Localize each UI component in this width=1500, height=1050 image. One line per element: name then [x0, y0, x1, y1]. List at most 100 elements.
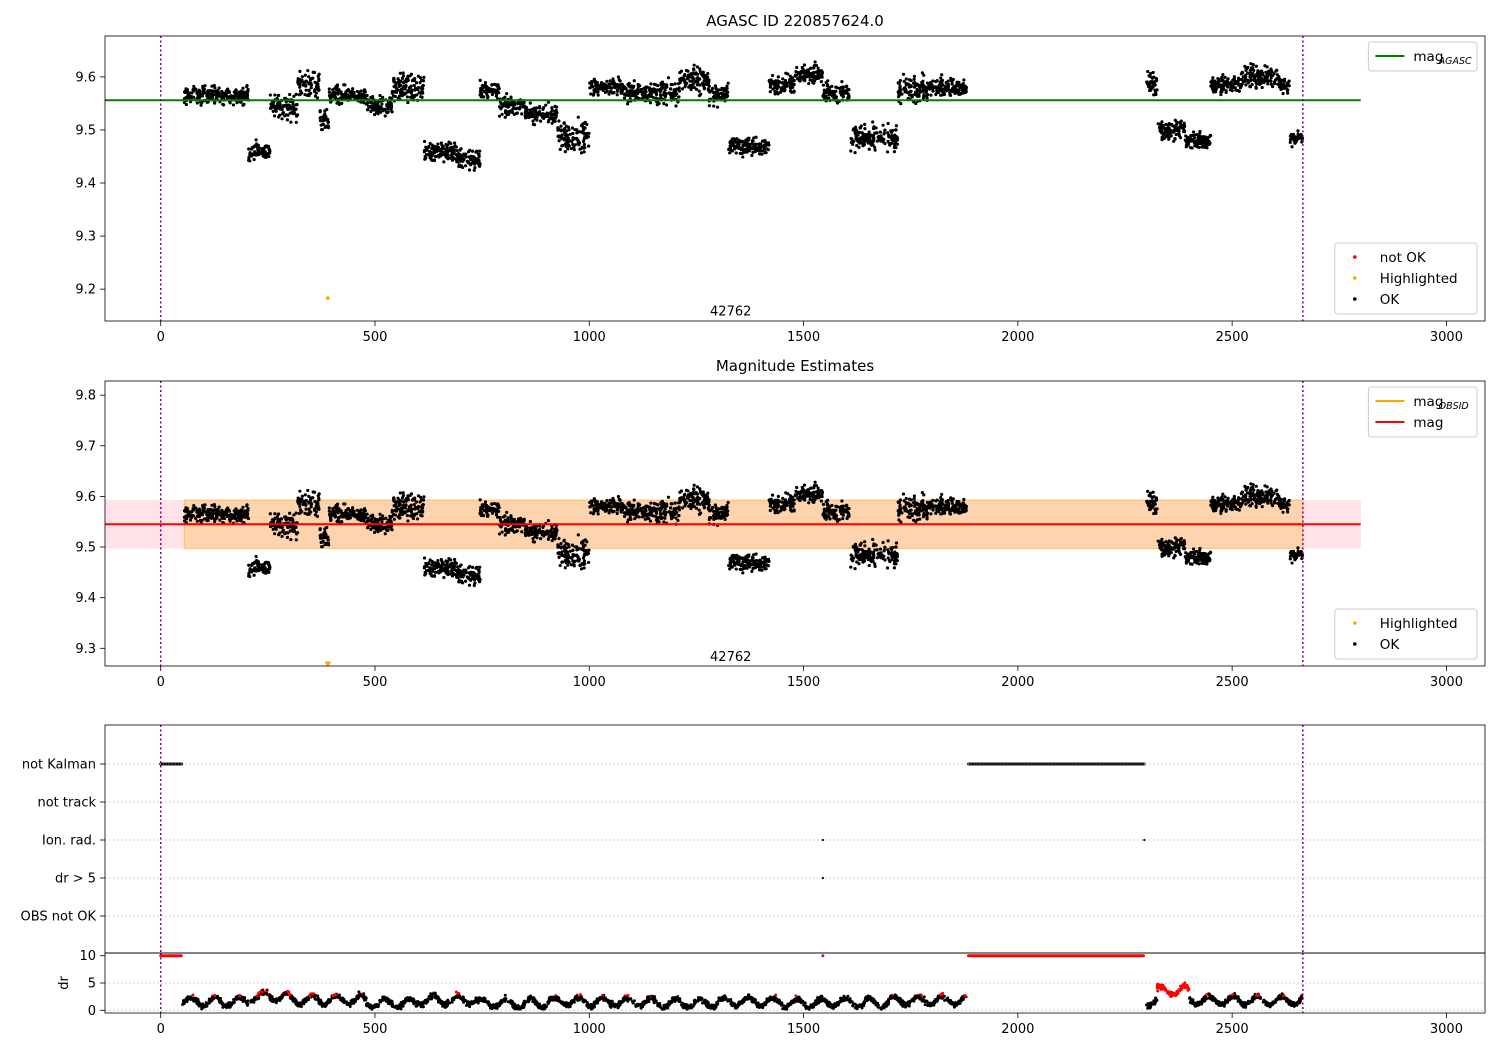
ok-point	[408, 74, 412, 78]
ok-point	[276, 93, 280, 98]
ok-point	[453, 560, 457, 564]
ok-point	[228, 101, 232, 105]
ok-point	[563, 150, 567, 154]
ok-point	[898, 86, 902, 90]
ok-point	[186, 92, 190, 96]
ok-point	[1251, 62, 1255, 67]
ok-point	[278, 520, 282, 524]
ok-point	[289, 120, 293, 124]
ok-point	[436, 558, 440, 563]
ok-point	[682, 78, 687, 82]
ok-point	[551, 119, 556, 123]
ok-point	[286, 113, 290, 117]
ok-point	[469, 157, 473, 161]
ok-point	[665, 83, 669, 87]
ok-point	[575, 553, 579, 558]
ok-point	[478, 78, 482, 83]
ok-point	[1250, 82, 1254, 87]
ok-point	[197, 511, 201, 515]
ok-point	[295, 113, 300, 117]
ok-point	[294, 120, 298, 124]
ok-point	[346, 88, 351, 92]
ok-point	[429, 158, 433, 162]
ok-point	[241, 86, 245, 90]
ok-point	[327, 509, 331, 513]
ok-point	[297, 511, 301, 516]
ok-point	[857, 130, 862, 135]
ok-point	[673, 89, 677, 94]
ok-point	[788, 85, 793, 89]
ok-point	[209, 93, 214, 97]
ok-point	[925, 81, 930, 85]
ok-point	[445, 571, 450, 575]
ok-point	[334, 91, 338, 95]
ok-point	[592, 90, 596, 94]
ok-point	[863, 127, 867, 131]
ok-point	[342, 83, 346, 87]
ok-point	[410, 512, 414, 516]
ok-point	[1187, 137, 1192, 141]
ok-point	[376, 527, 381, 531]
ok-point	[1241, 75, 1245, 79]
ok-point	[401, 491, 405, 495]
ok-point	[405, 509, 410, 513]
ok-point	[1153, 83, 1157, 87]
ok-point	[505, 519, 509, 523]
ok-point	[894, 124, 899, 128]
ok-point	[835, 86, 839, 90]
ok-point	[1159, 130, 1163, 134]
ok-point	[300, 75, 304, 79]
ok-point	[607, 501, 611, 505]
ok-point	[1234, 88, 1238, 92]
ok-point	[808, 78, 812, 82]
ok-point	[885, 150, 890, 154]
ok-point	[300, 494, 304, 498]
ok-point	[741, 155, 745, 159]
ok-point	[828, 85, 832, 89]
ok-point	[550, 108, 554, 112]
ok-point	[768, 85, 772, 89]
ok-point	[595, 86, 599, 90]
ok-point	[918, 90, 923, 94]
ok-point	[875, 139, 879, 143]
ok-point	[413, 77, 417, 81]
ok-point	[392, 517, 397, 521]
ok-point	[421, 87, 425, 91]
ok-point	[571, 136, 575, 140]
ok-point	[1183, 138, 1187, 142]
ok-point	[1249, 78, 1253, 82]
ok-point	[533, 112, 537, 116]
ok-point	[806, 68, 810, 72]
ok-point	[466, 160, 470, 165]
ok-point	[272, 104, 276, 108]
ok-point	[895, 142, 899, 146]
ok-point	[600, 81, 604, 85]
ok-points	[182, 60, 1305, 172]
ok-point	[455, 149, 459, 153]
ok-point	[585, 122, 589, 127]
legend-dot-swatch	[1353, 297, 1357, 301]
ok-point	[340, 101, 344, 105]
ok-point	[596, 508, 600, 513]
ok-point	[245, 504, 249, 508]
ok-point	[812, 75, 816, 80]
ok-point	[688, 83, 692, 87]
ok-point	[708, 90, 712, 94]
ok-point	[342, 511, 346, 515]
ok-point	[210, 96, 215, 100]
ok-point	[238, 95, 242, 99]
ok-point	[298, 489, 302, 493]
ok-point	[393, 503, 398, 507]
ok-point	[582, 142, 587, 146]
ok-point	[397, 502, 401, 506]
ok-point	[313, 88, 317, 92]
ok-point	[748, 145, 753, 149]
ok-point	[380, 102, 384, 106]
ok-point	[1202, 145, 1206, 149]
ok-point	[566, 553, 570, 557]
ok-point	[783, 78, 788, 83]
ok-point	[346, 506, 351, 511]
ok-point	[826, 90, 830, 94]
x-tick-label: 1500	[787, 330, 820, 345]
ok-point	[1221, 85, 1225, 89]
